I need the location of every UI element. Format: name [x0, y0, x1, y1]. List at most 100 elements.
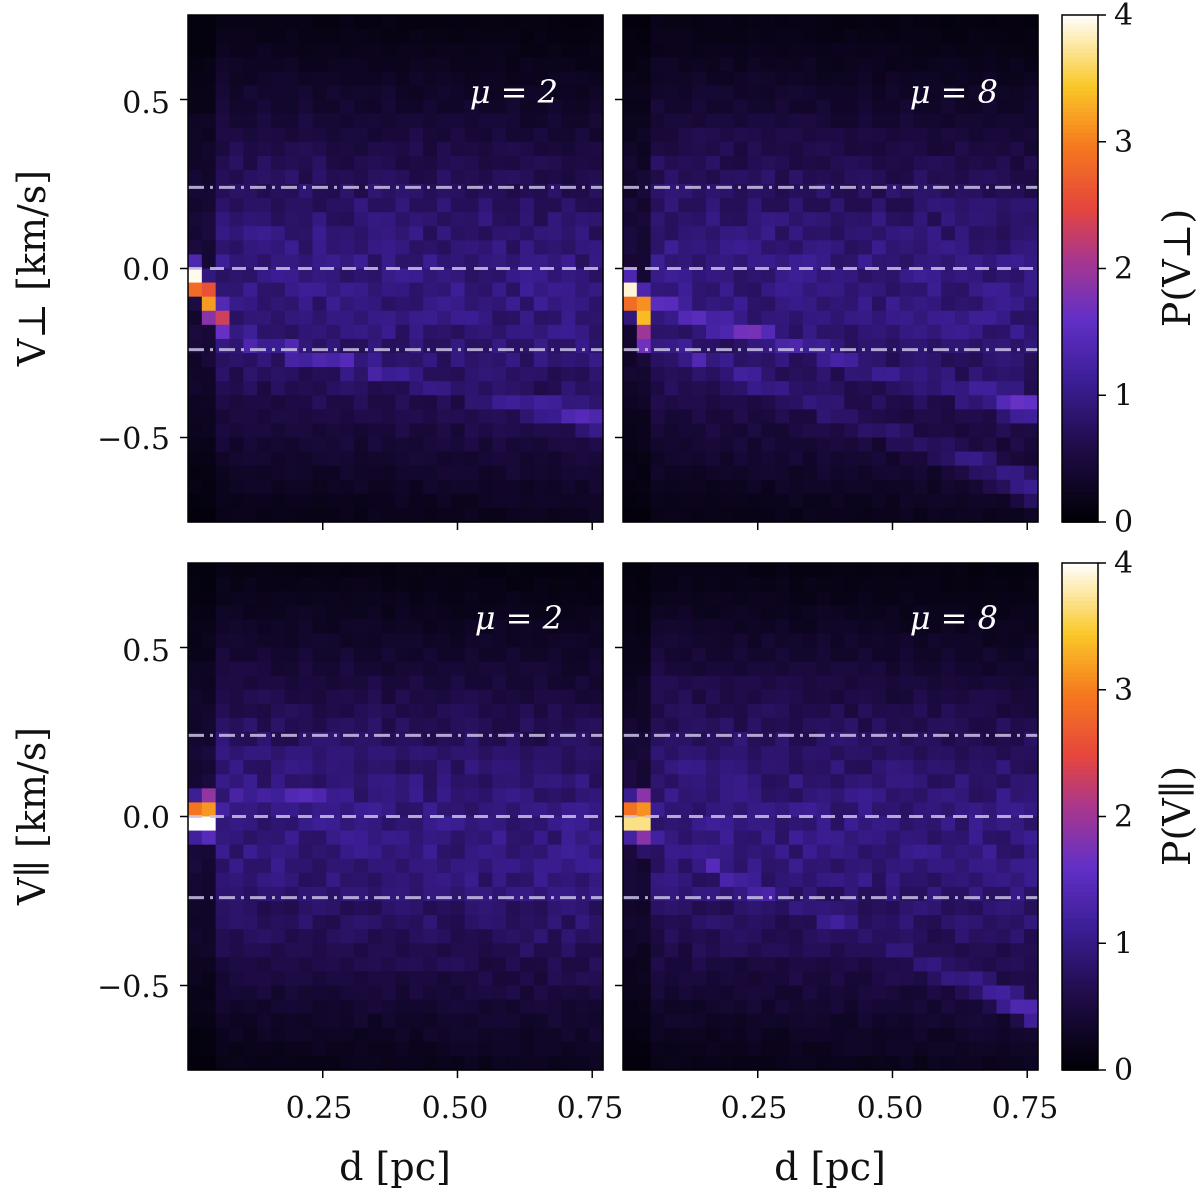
heatmap-cell [533, 886, 549, 902]
heatmap-cell [913, 71, 928, 87]
heatmap-cell [1010, 1041, 1025, 1057]
heatmap-cell [520, 240, 535, 256]
colorbar-segment [1062, 99, 1098, 105]
heatmap-cell [733, 816, 749, 832]
heatmap-cell [589, 689, 604, 705]
heatmap-cell [520, 1013, 535, 1029]
heatmap-cell [996, 1013, 1011, 1029]
heatmap-cell [326, 732, 341, 747]
heatmap-cell [955, 155, 970, 171]
heatmap-cell [243, 717, 258, 733]
heatmap-cell [395, 240, 410, 256]
heatmap-cell [284, 395, 300, 410]
heatmap-cell [802, 1013, 818, 1029]
heatmap-cell [575, 802, 590, 818]
heatmap-cell [395, 901, 410, 916]
heatmap-cell [733, 1041, 749, 1057]
heatmap-cell [1010, 437, 1025, 453]
heatmap-cell [215, 226, 231, 241]
heatmap-cell [802, 985, 818, 1001]
heatmap-cell [381, 929, 397, 944]
heatmap-cell [506, 15, 521, 30]
x-ticks-right: 0.25 0.50 0.75 [721, 1091, 1059, 1126]
heatmap-cell [1024, 746, 1039, 761]
heatmap-cell [1010, 282, 1025, 298]
heatmap-cell [188, 746, 203, 761]
heatmap-cell [789, 872, 804, 888]
colorbar-segment [1062, 998, 1098, 1004]
colorbar-segment [1062, 475, 1098, 481]
heatmap-cell [636, 661, 652, 677]
heatmap-cell [354, 479, 369, 495]
heatmap-cell [547, 999, 563, 1015]
heatmap-cell [284, 633, 300, 649]
heatmap-cell [830, 85, 845, 101]
heatmap-cell [589, 1027, 604, 1043]
heatmap-cell [492, 451, 507, 467]
heatmap-cell [229, 85, 244, 101]
heatmap-cell [188, 971, 203, 987]
heatmap-cell [312, 661, 327, 677]
heatmap-cell [664, 57, 679, 72]
heatmap-cell [816, 395, 832, 410]
heatmap-cell [437, 423, 452, 439]
heatmap-cell [941, 212, 956, 227]
heatmap-cell [775, 268, 790, 284]
heatmap-cell [982, 858, 998, 874]
colorbar-segment [1062, 786, 1098, 792]
heatmap-cell [547, 423, 563, 439]
heatmap-cell [885, 15, 901, 30]
heatmap-cell [899, 169, 915, 185]
heatmap-cell [533, 141, 549, 157]
heatmap-cell [354, 999, 369, 1015]
heatmap-cell [533, 479, 549, 495]
heatmap-cell [533, 577, 549, 592]
heatmap-cell [844, 774, 859, 789]
heatmap-cell [381, 858, 397, 874]
heatmap-cell [664, 367, 679, 382]
heatmap-cell [188, 675, 203, 691]
heatmap-cell [678, 212, 693, 227]
heatmap-cell [872, 788, 887, 804]
heatmap-cell [395, 844, 410, 860]
heatmap-cell [478, 563, 493, 578]
heatmap-cell [326, 169, 341, 185]
heatmap-cell [885, 29, 901, 44]
heatmap-cell [1010, 999, 1025, 1015]
heatmap-cell [775, 43, 790, 58]
colorbar-segment [1062, 268, 1098, 274]
heatmap-cell [802, 929, 818, 944]
colorbar-segment [1062, 382, 1098, 388]
heatmap-cell [664, 661, 679, 677]
heatmap-cell [381, 844, 397, 860]
heatmap-cell [650, 788, 666, 804]
heatmap-cell [284, 254, 300, 270]
heatmap-cell [492, 1027, 507, 1043]
heatmap-cell [284, 563, 300, 578]
heatmap-cell [885, 746, 901, 761]
heatmap-cell [899, 1027, 915, 1043]
heatmap-cell [575, 507, 590, 523]
heatmap-cell [437, 717, 452, 733]
heatmap-cell [312, 1027, 327, 1043]
heatmap-cell [789, 844, 804, 860]
heatmap-cell [257, 647, 272, 663]
heatmap-cell [664, 1041, 679, 1057]
heatmap-cell [354, 1041, 369, 1057]
heatmap-cell [719, 85, 735, 101]
heatmap-cell [547, 141, 563, 157]
heatmap-cell [340, 169, 355, 185]
heatmap-cell [802, 395, 818, 410]
heatmap-cell [747, 1013, 762, 1029]
heatmap-cell [561, 395, 576, 410]
heatmap-cell [464, 437, 480, 453]
heatmap-cell [243, 465, 258, 481]
heatmap-cell [858, 395, 873, 410]
panel-bottom-right: μ = 8 [615, 562, 1039, 1078]
heatmap-cell [899, 746, 915, 761]
colorbar-segment [1062, 879, 1098, 885]
heatmap-cell [913, 57, 928, 72]
heatmap-cell [678, 619, 693, 635]
heatmap-cell [692, 943, 707, 958]
heatmap-cell [1024, 141, 1039, 157]
